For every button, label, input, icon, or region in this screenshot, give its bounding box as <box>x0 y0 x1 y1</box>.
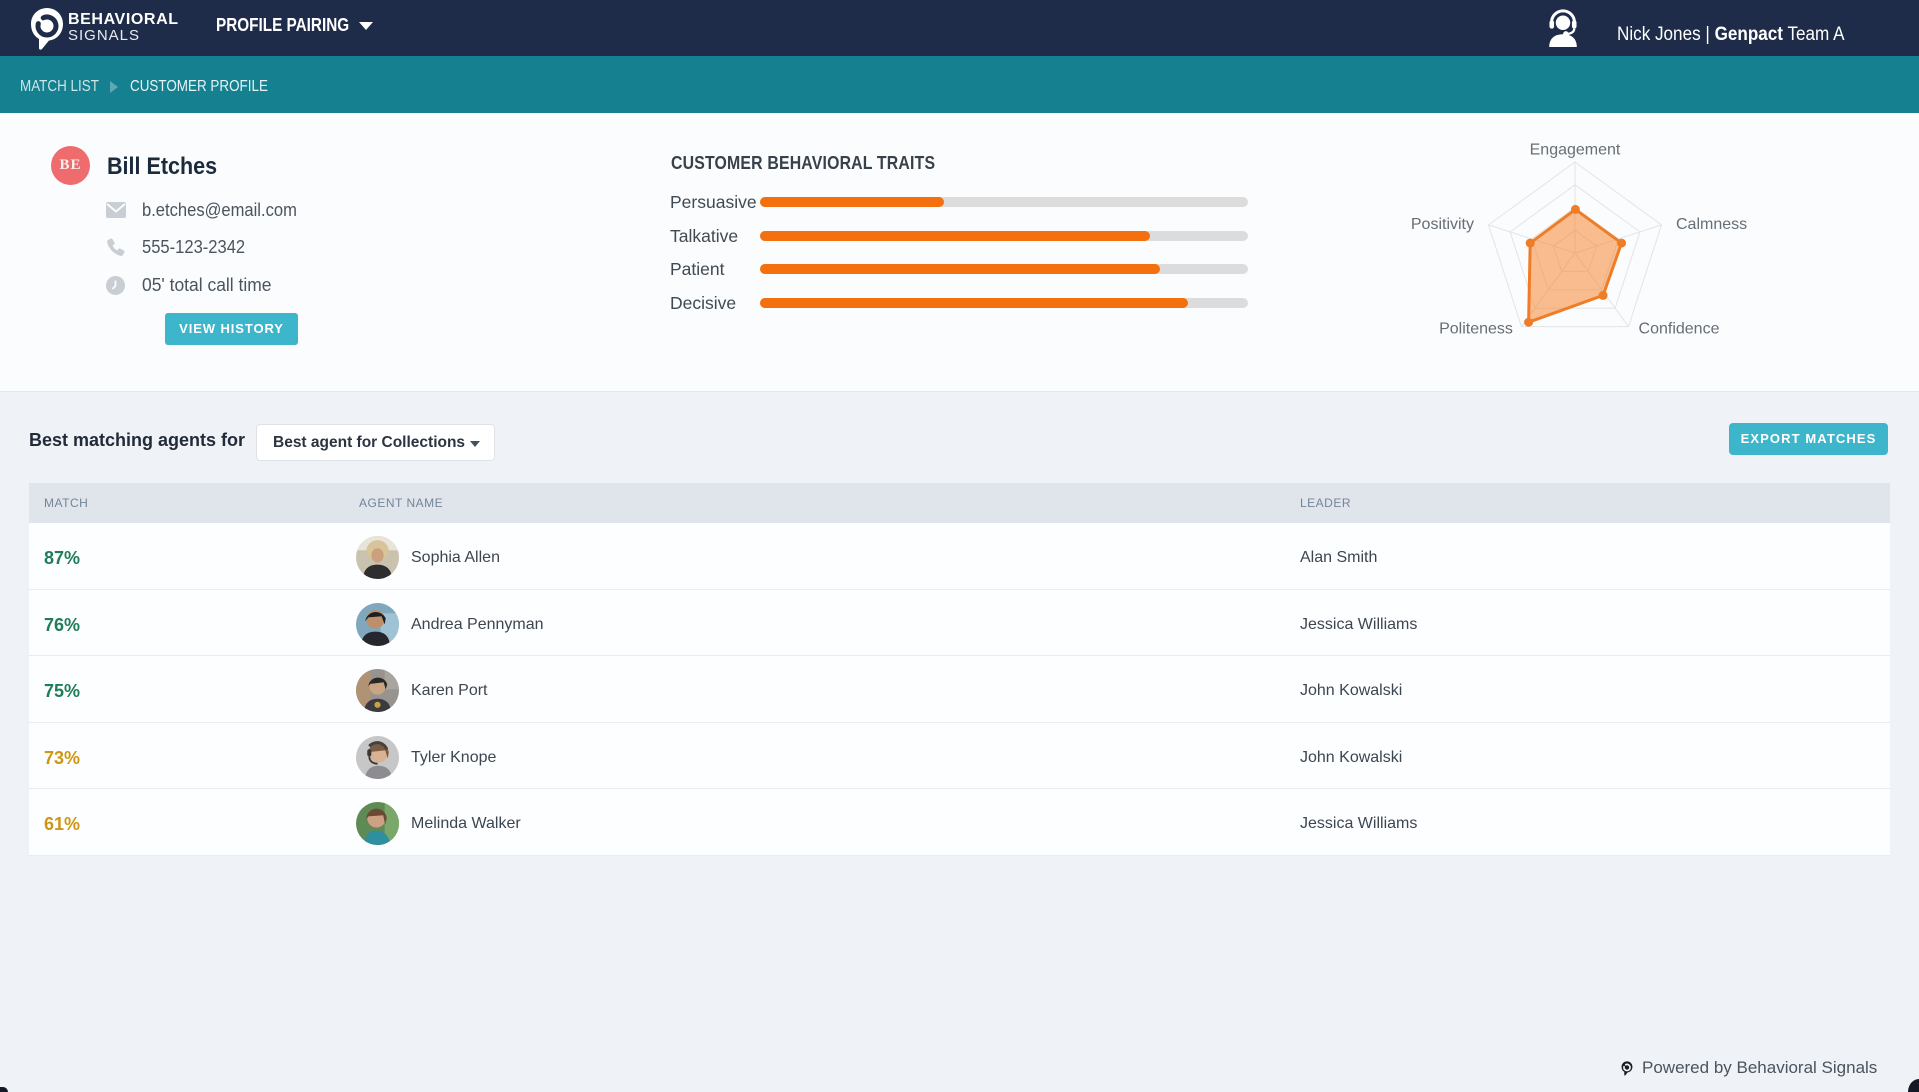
svg-text:Politeness: Politeness <box>1439 321 1513 338</box>
svg-text:Confidence: Confidence <box>1639 321 1720 338</box>
svg-text:Calmness: Calmness <box>1676 216 1747 233</box>
svg-text:Positivity: Positivity <box>1411 216 1474 233</box>
svg-text:Engagement: Engagement <box>1530 142 1621 159</box>
